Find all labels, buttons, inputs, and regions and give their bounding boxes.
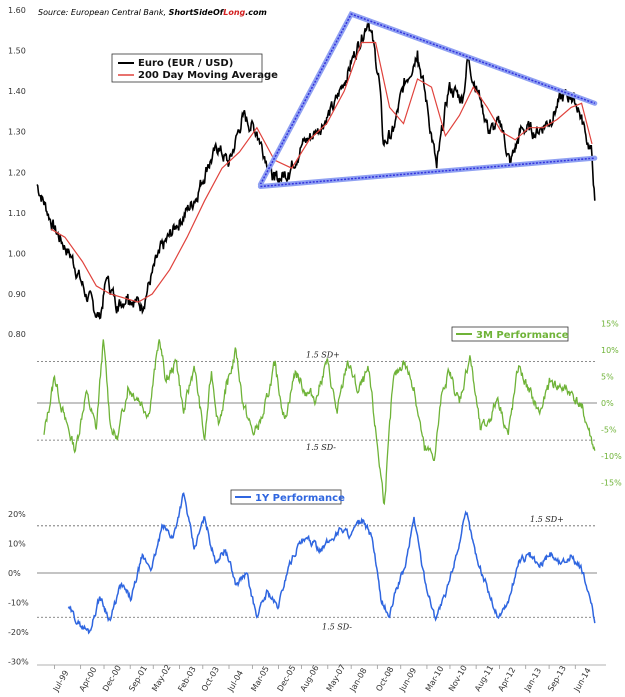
x-tick-label: Jun-09 [397, 666, 418, 694]
mid-y-tick: 10% [601, 346, 619, 355]
bot-y-tick: -20% [8, 628, 29, 637]
source-line: Source: European Central Bank, ShortSide… [38, 8, 267, 17]
bot-y-tick: -30% [8, 658, 29, 667]
mid-legend-box [451, 326, 569, 342]
legend-label-1y: 1Y Performance [255, 493, 345, 504]
source-brand-b: Long [223, 8, 245, 17]
mid-y-tick: 0% [601, 399, 614, 408]
x-tick-label: Apr-00 [78, 666, 99, 693]
mid-y-tick: 15% [601, 320, 619, 329]
trendline-band [257, 11, 598, 187]
x-tick-label: Jan-08 [348, 666, 369, 693]
x-tick-label: Oct-08 [374, 665, 395, 693]
top-y-tick: 1.60 [8, 6, 26, 15]
top-y-tick: 1.30 [8, 128, 26, 137]
bot-sd-label: 1.5 SD- [322, 622, 352, 631]
top-legend-box [111, 53, 263, 83]
mid-sd-label: 1.5 SD+ [306, 351, 340, 360]
legend-label-3m: 3M Performance [476, 330, 569, 341]
top-y-tick: 0.90 [8, 290, 26, 299]
bot-y-tick: -10% [8, 599, 29, 608]
bot-sd-label: 1.5 SD+ [530, 515, 564, 524]
x-tick-label: Jan-13 [522, 666, 543, 693]
source-prefix: Source: European Central Bank, [38, 8, 169, 17]
trendline [259, 13, 596, 185]
middle-panel: 15% 10% 5% 0% -5% -10% -15% 1.5 SD+ 1.5 SD- [37, 320, 622, 506]
trendline-band [257, 155, 598, 189]
source-brand-a: ShortSideOf [169, 8, 225, 17]
top-y-tick: 1.50 [8, 47, 26, 56]
bot-y-tick: 10% [8, 540, 26, 549]
x-tick-label: Jun-14 [572, 666, 593, 694]
top-legend: Euro (EUR / USD) 200 Day Moving Average [111, 53, 278, 83]
top-y-tick: 1.40 [8, 87, 26, 96]
top-panel: 0.90 1.00 1.10 1.20 1.30 1.40 1.50 1.60 [8, 6, 598, 320]
series-ma-line [50, 41, 593, 303]
series-euro-line [36, 18, 596, 320]
mid-sd-label: 1.5 SD- [306, 443, 336, 452]
source-brand-c: .com [245, 8, 267, 17]
series-1y-line [67, 492, 596, 635]
x-tick-label: Feb-03 [176, 665, 197, 693]
top-y-tick: 1.00 [8, 249, 26, 258]
bot-legend-box [230, 489, 342, 505]
x-tick-label: Jul-99 [51, 669, 71, 694]
mid-left-label: 0.80 [8, 330, 26, 339]
bot-legend: 1Y Performance [230, 489, 345, 505]
mid-y-tick: -10% [601, 452, 622, 461]
top-y-tick: 1.10 [8, 209, 26, 218]
legend-label-euro: Euro (EUR / USD) [138, 58, 233, 69]
x-tick-label: Apr-12 [496, 666, 517, 693]
mid-y-tick: -15% [601, 479, 622, 488]
top-y-tick: 1.20 [8, 168, 26, 177]
x-axis: Jul-99 Apr-00 Dec-00 Sep-01 May-02 Feb-03 Oct-… [37, 663, 606, 694]
bot-y-tick: 20% [8, 510, 26, 519]
bot-y-tick: 0% [8, 569, 21, 578]
bottom-panel: 20% 10% 0% -10% -20% -30% 1.5 SD+ 1.5 SD- [8, 492, 597, 667]
x-tick-label: Jul-04 [225, 669, 245, 694]
mid-y-tick: 5% [601, 373, 614, 382]
legend-label-ma: 200 Day Moving Average [138, 70, 278, 81]
mid-legend: 3M Performance [451, 326, 569, 342]
series-3m-line [43, 339, 596, 506]
mid-y-tick: -5% [601, 426, 617, 435]
x-tick-label: Oct-03 [200, 665, 221, 693]
